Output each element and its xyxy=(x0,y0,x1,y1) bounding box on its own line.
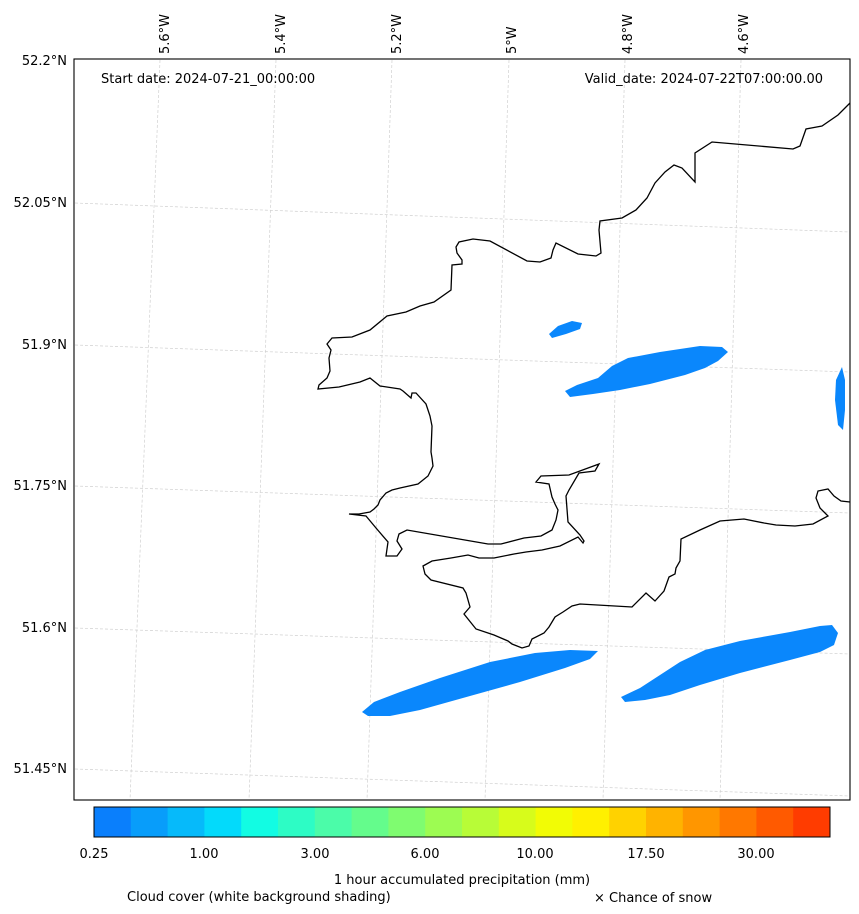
lon-label-4.6w: 4.6°W xyxy=(737,14,752,54)
parallel-51.45n xyxy=(74,768,851,797)
colorbar-swatch xyxy=(94,807,132,837)
colorbar-tick-label: 17.50 xyxy=(627,847,664,862)
lat-label-52.2n: 52.2°N xyxy=(22,54,67,69)
colorbar-swatch xyxy=(241,807,279,837)
lon-label-5w: 5°W xyxy=(505,26,520,54)
colorbar-swatch xyxy=(167,807,205,837)
precip-patch xyxy=(549,321,582,338)
precip-patch xyxy=(362,650,598,716)
colorbar-swatch xyxy=(535,807,573,837)
colorbar-swatches xyxy=(94,807,831,837)
colorbar-swatch xyxy=(756,807,794,837)
colorbar-swatch xyxy=(719,807,757,837)
precip-patch xyxy=(835,367,845,430)
lat-label-51.75n: 51.75°N xyxy=(14,479,67,494)
colorbar-frame xyxy=(93,806,831,838)
colorbar-swatch xyxy=(793,807,831,837)
colorbar-swatch xyxy=(351,807,389,837)
lon-label-5.2w: 5.2°W xyxy=(390,14,405,54)
colorbar-tick-label: 0.25 xyxy=(80,847,109,862)
lat-label-51.45n: 51.45°N xyxy=(14,762,67,777)
colorbar-ticks: 0.25 1.00 3.00 6.00 10.00 17.50 30.00 xyxy=(80,847,775,862)
colorbar-tick-label: 3.00 xyxy=(301,847,330,862)
precipitation-layer xyxy=(362,321,845,716)
lat-label-51.9n: 51.9°N xyxy=(22,338,67,353)
snow-chance-label: × Chance of snow xyxy=(594,891,712,906)
colorbar-swatch xyxy=(646,807,684,837)
colorbar-swatch xyxy=(204,807,242,837)
colorbar-swatch xyxy=(314,807,352,837)
colorbar-tick-label: 30.00 xyxy=(737,847,774,862)
meridian-5.6w xyxy=(129,59,161,801)
lon-label-5.4w: 5.4°W xyxy=(274,14,289,54)
lon-label-5.6w: 5.6°W xyxy=(158,14,173,54)
colorbar-tick-label: 10.00 xyxy=(516,847,553,862)
colorbar-swatch xyxy=(609,807,647,837)
start-date-label: Start date: 2024-07-21_00:00:00 xyxy=(101,72,315,87)
parallel-51.75n xyxy=(74,485,851,514)
colorbar-tick-label: 6.00 xyxy=(411,847,440,862)
lon-label-4.8w: 4.8°W xyxy=(621,14,636,54)
colorbar-title: 1 hour accumulated precipitation (mm) xyxy=(334,873,590,888)
colorbar-swatch xyxy=(130,807,168,837)
lat-label-52.05n: 52.05°N xyxy=(14,196,67,211)
meridian-4.6w xyxy=(719,59,742,801)
colorbar-swatch xyxy=(462,807,500,837)
meridian-5.2w xyxy=(366,59,393,801)
longitude-labels: 5.6°W 5.4°W 5.2°W 5°W 4.8°W 4.6°W xyxy=(158,14,752,54)
meridian-4.8w xyxy=(602,59,626,801)
colorbar-tick-label: 1.00 xyxy=(190,847,219,862)
coastline-layer xyxy=(317,102,851,649)
precip-patch xyxy=(565,346,728,397)
colorbar-swatch xyxy=(498,807,536,837)
valid-date-label: Valid_date: 2024-07-22T07:00:00.00 xyxy=(585,72,823,87)
map-frame xyxy=(73,58,851,801)
latitude-labels: 52.2°N 52.05°N 51.9°N 51.75°N 51.6°N 51.… xyxy=(14,54,67,777)
parallel-52.05n xyxy=(74,202,851,233)
coastline-north xyxy=(317,102,851,649)
lat-label-51.6n: 51.6°N xyxy=(22,621,67,636)
cloud-cover-label: Cloud cover (white background shading) xyxy=(127,890,391,905)
meridian-5.4w xyxy=(248,59,277,801)
precip-patch xyxy=(621,625,838,702)
colorbar-swatch xyxy=(682,807,720,837)
colorbar: 0.25 1.00 3.00 6.00 10.00 17.50 30.00 1 … xyxy=(80,806,831,888)
parallel-51.9n xyxy=(74,344,851,373)
colorbar-swatch xyxy=(278,807,316,837)
colorbar-swatch xyxy=(572,807,610,837)
colorbar-swatch xyxy=(425,807,463,837)
colorbar-swatch xyxy=(388,807,426,837)
